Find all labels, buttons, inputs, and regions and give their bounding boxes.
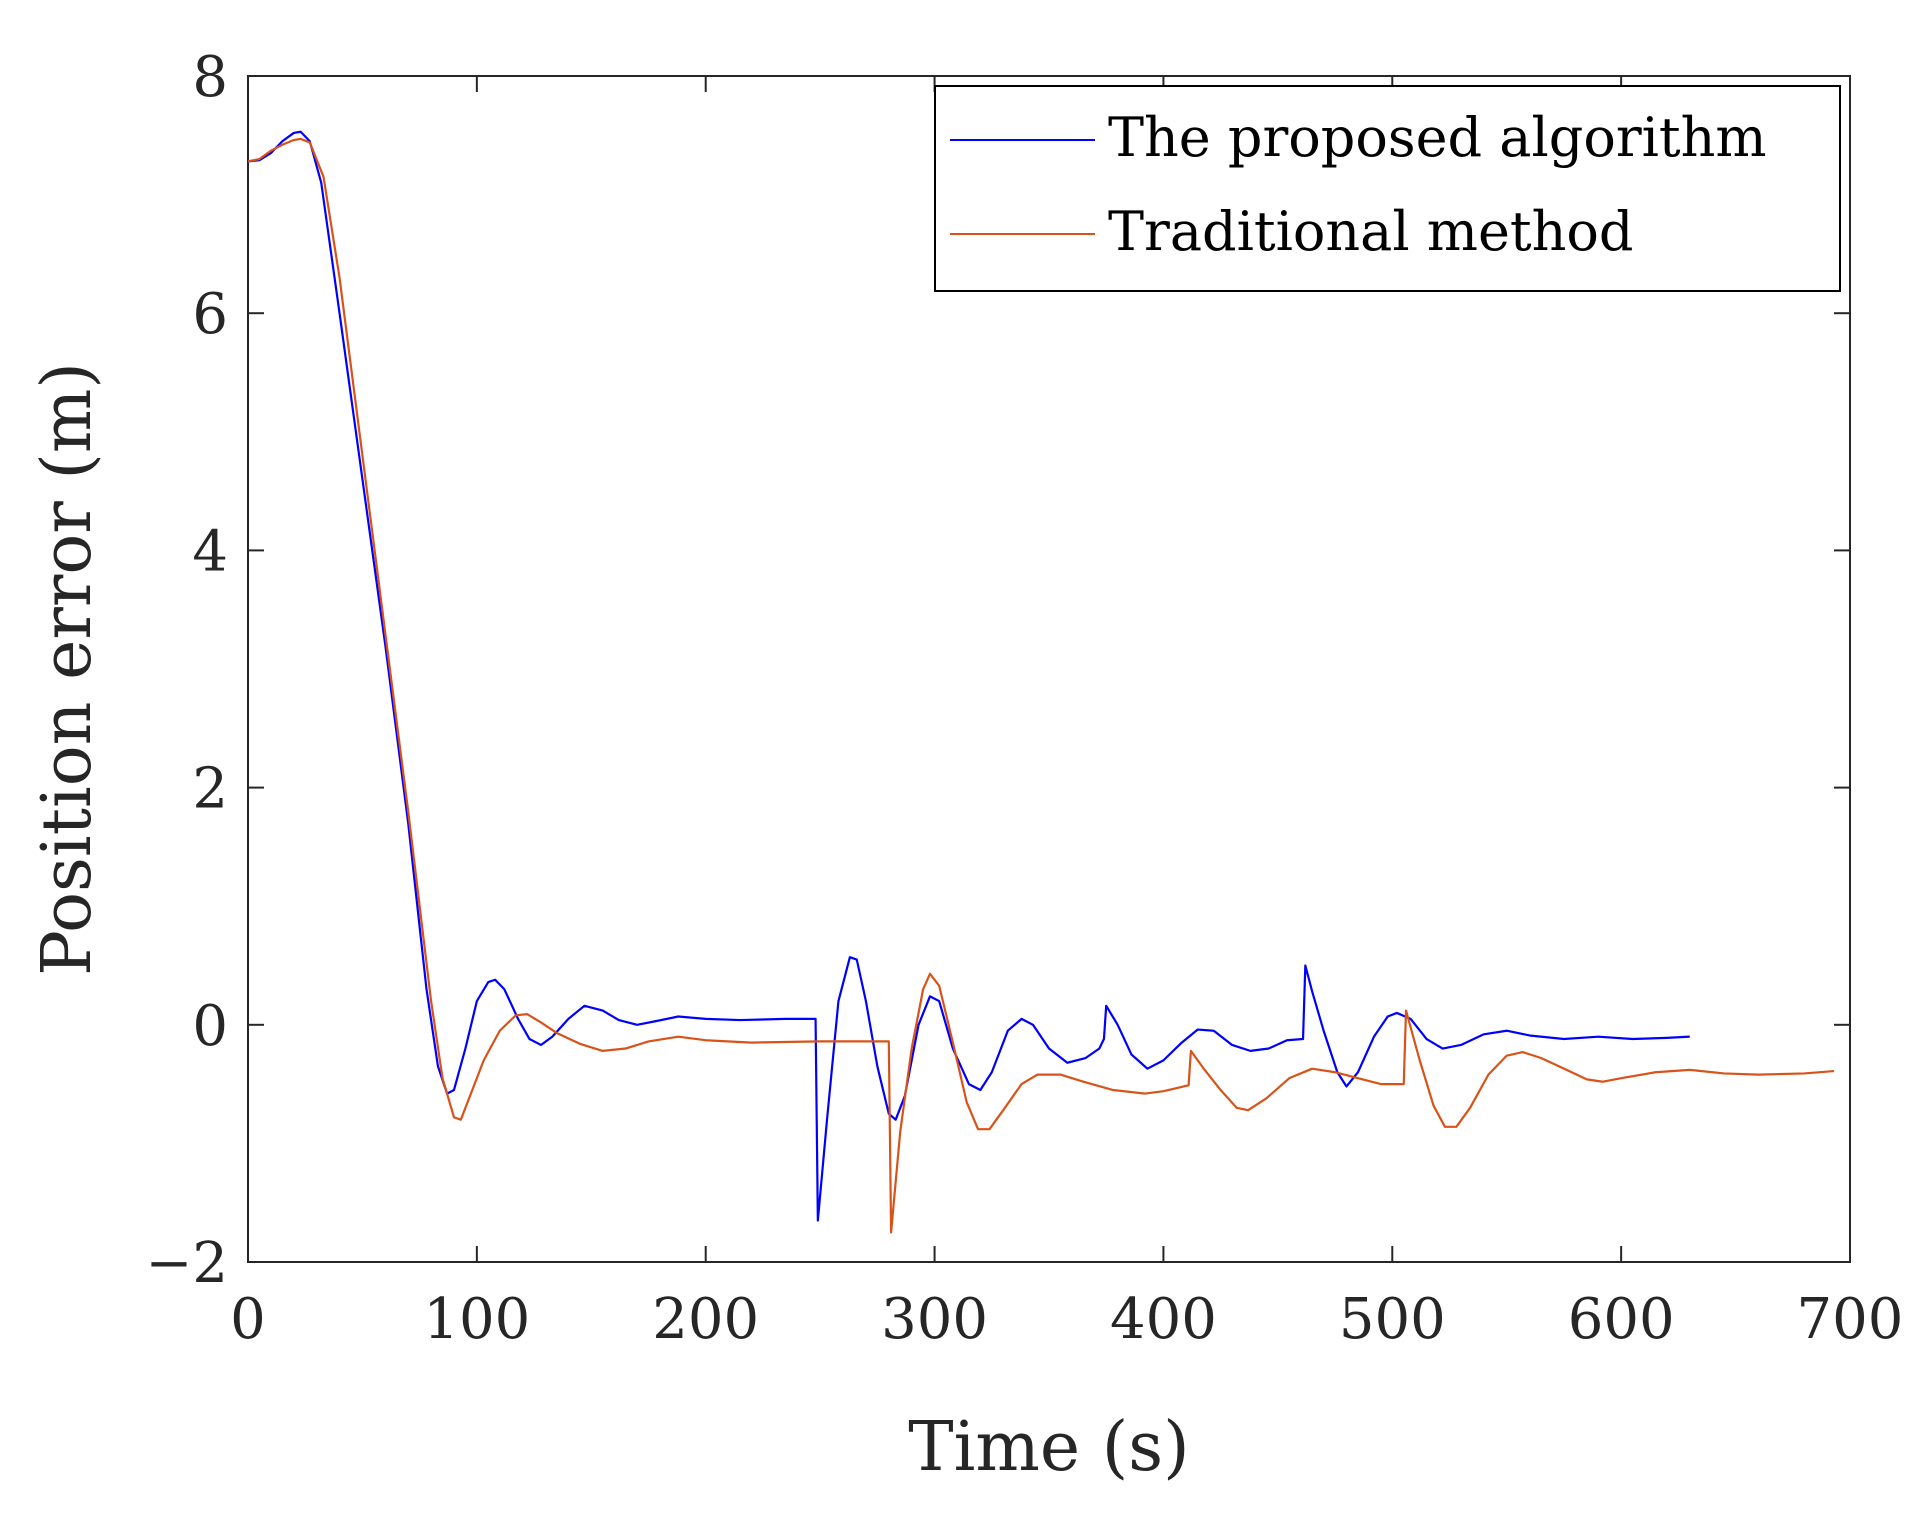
x-tick-label: 500 [1339, 1287, 1446, 1352]
y-axis-title: Position error (m) [28, 362, 107, 976]
series-line-traditional [248, 137, 1835, 1234]
y-tick-label: −2 [145, 1231, 228, 1296]
x-axis-ticks: 0 100 200 300 400 500 600 700 [230, 76, 1903, 1352]
x-tick-label: 400 [1110, 1287, 1217, 1352]
x-tick-label: 300 [881, 1287, 988, 1352]
x-tick-label: 600 [1568, 1287, 1675, 1352]
series-line-proposed [248, 130, 1690, 1222]
x-axis-title: Time (s) [908, 1408, 1189, 1487]
x-tick-label: 700 [1797, 1287, 1904, 1352]
legend-label-proposed: The proposed algorithm [1108, 106, 1767, 169]
legend: The proposed algorithm Traditional metho… [934, 85, 1841, 292]
y-tick-label: 0 [192, 994, 228, 1059]
y-tick-label: 4 [192, 519, 228, 584]
y-axis-ticks: −2 0 2 4 6 8 [145, 45, 1850, 1296]
x-tick-label: 0 [230, 1287, 266, 1352]
y-tick-label: 2 [192, 757, 228, 822]
legend-label-traditional: Traditional method [1108, 200, 1633, 263]
x-tick-label: 200 [652, 1287, 759, 1352]
x-tick-label: 100 [423, 1287, 530, 1352]
legend-box [934, 85, 1841, 292]
y-tick-label: 8 [192, 45, 228, 110]
y-tick-label: 6 [192, 282, 228, 347]
series-layer [248, 130, 1835, 1234]
